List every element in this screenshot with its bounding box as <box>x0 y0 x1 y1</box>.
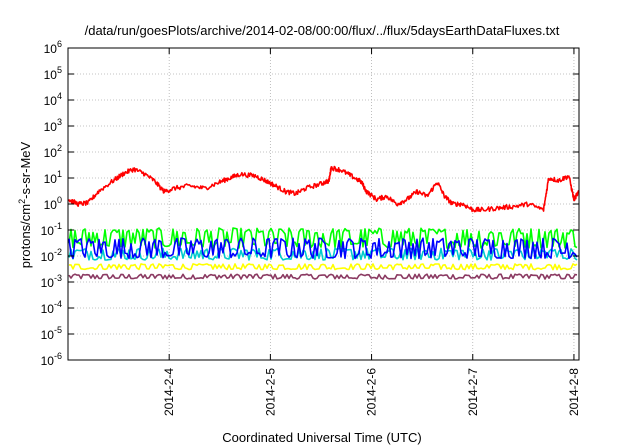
x-axis-ticks: 2014-2-4 2014-2-5 2014-2-6 2014-2-7 2014-2-8 <box>162 48 581 416</box>
series-line <box>68 247 578 261</box>
y-tick-label: 10-6 <box>41 351 62 368</box>
x-tick-label: 2014-2-8 <box>567 368 581 416</box>
y-tick-label: 105 <box>44 65 62 82</box>
y-tick-label: 101 <box>44 169 62 186</box>
x-tick-label: 2014-2-4 <box>162 368 176 416</box>
grid-lines <box>68 48 579 360</box>
y-tick-label: 102 <box>44 143 62 160</box>
y-tick-label: 103 <box>44 117 62 134</box>
data-series <box>67 165 580 280</box>
chart-title: /data/run/goesPlots/archive/2014-02-08/0… <box>85 23 560 38</box>
x-tick-label: 2014-2-6 <box>365 368 379 416</box>
y-axis-label: protons/cm2-s-sr-MeV <box>17 141 33 268</box>
x-tick-label: 2014-2-5 <box>263 368 277 416</box>
series-line <box>67 165 580 213</box>
y-tick-label: 10-4 <box>41 299 62 316</box>
series-line <box>69 263 578 271</box>
y-tick-label: 10-2 <box>41 247 62 264</box>
y-tick-label: 106 <box>44 39 62 56</box>
y-tick-label: 104 <box>44 91 62 108</box>
y-tick-label: 10-1 <box>41 221 62 238</box>
series-line <box>68 273 578 280</box>
y-tick-label: 10-3 <box>41 273 62 290</box>
x-tick-label: 2014-2-7 <box>466 368 480 416</box>
x-axis-label: Coordinated Universal Time (UTC) <box>222 430 421 445</box>
y-tick-label: 100 <box>44 195 62 212</box>
y-tick-label: 10-5 <box>41 325 62 342</box>
series-line <box>68 227 578 249</box>
series-line <box>68 237 578 260</box>
y-axis-ticks: 10-6 10-5 10-4 10-3 10-2 10-1 100 101 102 103 104 1… <box>41 39 579 368</box>
